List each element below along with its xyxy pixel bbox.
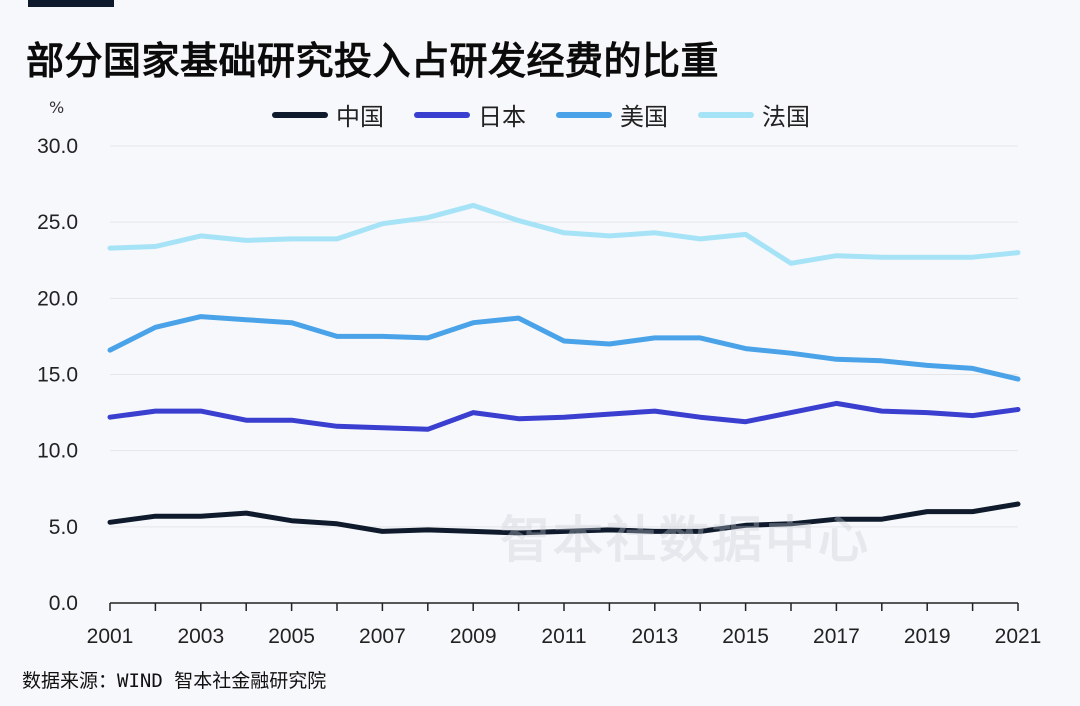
y-tick-label-4: 20.0 xyxy=(37,287,78,310)
series-line-3 xyxy=(107,202,1021,266)
legend-swatch-france xyxy=(698,111,754,118)
x-tick-label-9: 2019 xyxy=(904,625,951,648)
series-line-0 xyxy=(107,501,1021,536)
legend-item-japan: 日本 xyxy=(414,97,526,132)
title-accent-bar xyxy=(28,0,114,7)
legend-label-china: 中国 xyxy=(336,103,384,131)
legend-swatch-usa xyxy=(556,111,612,118)
series-line-2 xyxy=(107,314,1021,382)
y-axis-unit: % xyxy=(49,98,65,117)
legend-label-usa: 美国 xyxy=(620,103,668,131)
series-line-1 xyxy=(107,400,1021,432)
y-tick-label-0: 0.0 xyxy=(49,592,78,615)
x-tick-label-6: 2013 xyxy=(631,625,678,648)
y-tick-label-6: 30.0 xyxy=(37,135,78,158)
x-tick-label-2: 2005 xyxy=(268,625,315,648)
legend-item-usa: 美国 xyxy=(556,97,668,132)
x-tick-label-5: 2011 xyxy=(541,625,586,648)
legend-item-france: 法国 xyxy=(698,97,810,132)
y-tick-label-5: 25.0 xyxy=(37,211,78,234)
x-tick-label-4: 2009 xyxy=(450,625,497,648)
y-tick-label-3: 15.0 xyxy=(37,364,78,387)
x-tick-label-10: 2021 xyxy=(995,625,1042,648)
x-tick-label-1: 2003 xyxy=(177,625,224,648)
x-tick-label-7: 2015 xyxy=(722,625,769,648)
legend: 中国 日本 美国 法国 xyxy=(272,97,840,132)
y-tick-label-2: 10.0 xyxy=(37,440,78,463)
chart-title: 部分国家基础研究投入占研发经费的比重 xyxy=(26,39,720,83)
watermark: 智本社数据中心 xyxy=(500,511,871,569)
legend-item-china: 中国 xyxy=(272,97,384,132)
y-tick-label-1: 5.0 xyxy=(49,516,78,539)
data-source: 数据来源：WIND 智本社金融研究院 xyxy=(22,670,327,692)
legend-label-france: 法国 xyxy=(762,103,810,131)
legend-swatch-china xyxy=(272,111,328,118)
legend-swatch-japan xyxy=(414,111,470,118)
legend-label-japan: 日本 xyxy=(478,103,526,131)
x-tick-label-3: 2007 xyxy=(359,625,406,648)
x-tick-label-0: 2001 xyxy=(87,625,134,648)
x-tick-label-8: 2017 xyxy=(813,625,860,648)
